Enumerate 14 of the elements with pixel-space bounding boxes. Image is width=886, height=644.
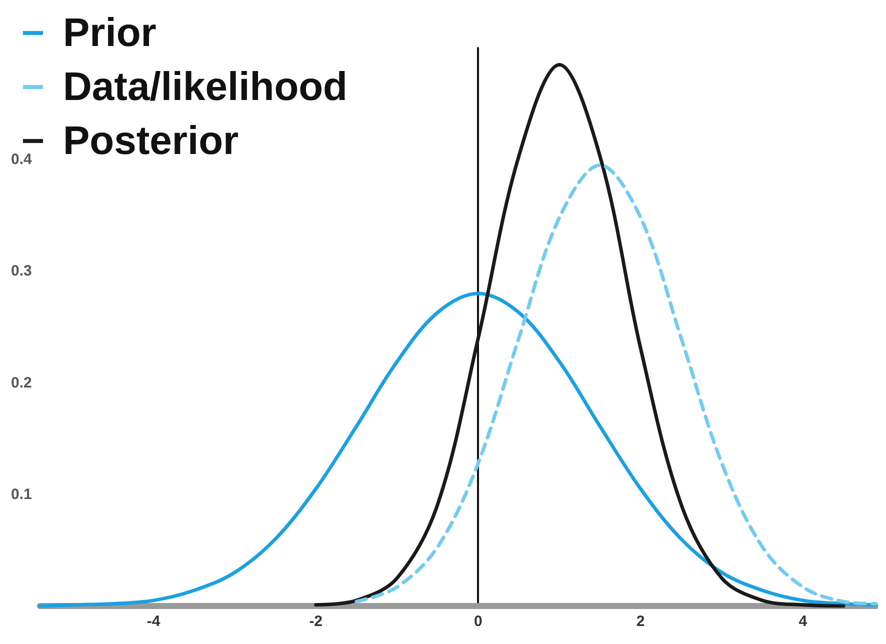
- x-tick-label: 4: [798, 613, 808, 630]
- legend-label: Data/likelihood: [63, 65, 348, 109]
- x-tick-label: -4: [146, 613, 161, 630]
- line-series: [38, 292, 878, 608]
- x-tick-label: 2: [636, 613, 645, 630]
- y-tick-label: 0.4: [10, 151, 32, 168]
- y-tick-label: 0.3: [10, 262, 32, 280]
- x-tick-label: 0: [474, 613, 482, 630]
- line-series: [354, 163, 878, 606]
- legend-label: Prior: [63, 11, 156, 55]
- x-tick-label: -2: [309, 613, 323, 630]
- y-tick-label: 0.2: [10, 374, 32, 392]
- legend-label: Posterior: [63, 119, 239, 163]
- y-tick-label: 0.1: [10, 486, 32, 503]
